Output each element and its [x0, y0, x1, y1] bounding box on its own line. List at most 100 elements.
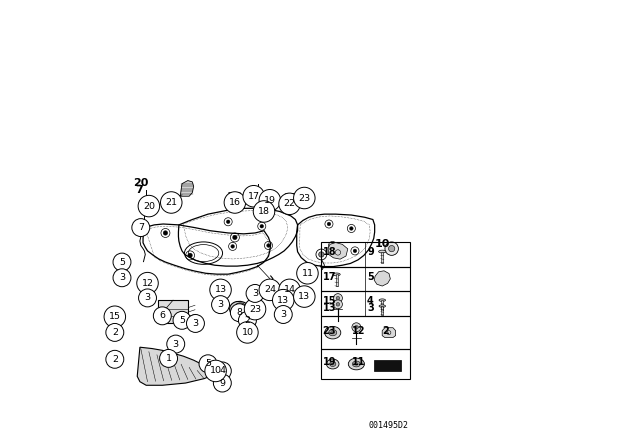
Circle shape [139, 289, 157, 307]
Ellipse shape [355, 363, 358, 365]
Circle shape [273, 289, 294, 311]
Text: 5: 5 [179, 316, 185, 325]
Circle shape [385, 242, 398, 255]
Circle shape [163, 231, 168, 235]
Circle shape [213, 374, 231, 392]
Text: 15: 15 [323, 296, 336, 306]
Circle shape [333, 294, 342, 303]
Circle shape [230, 304, 248, 322]
Text: 9: 9 [367, 247, 374, 258]
Polygon shape [251, 188, 262, 198]
Text: 3: 3 [173, 340, 179, 349]
Ellipse shape [326, 359, 339, 369]
Text: 19: 19 [264, 196, 276, 205]
Circle shape [113, 269, 131, 287]
Text: 16: 16 [227, 192, 243, 202]
Text: 3: 3 [252, 289, 258, 298]
Circle shape [388, 246, 395, 252]
Ellipse shape [230, 302, 251, 319]
Bar [335, 274, 337, 287]
Text: 3: 3 [193, 319, 198, 328]
Ellipse shape [348, 358, 364, 370]
Text: 20: 20 [133, 178, 148, 188]
Circle shape [259, 279, 280, 301]
Text: 22: 22 [284, 199, 296, 208]
Text: 8: 8 [236, 308, 243, 317]
Bar [381, 306, 383, 315]
Circle shape [233, 235, 237, 240]
Bar [381, 252, 383, 263]
Text: 20: 20 [143, 202, 155, 211]
Text: 16: 16 [229, 198, 241, 207]
Polygon shape [382, 328, 396, 338]
Text: 15: 15 [109, 312, 121, 321]
Circle shape [173, 311, 191, 329]
Text: 18: 18 [323, 247, 336, 258]
Text: 11: 11 [352, 357, 365, 367]
Circle shape [259, 190, 280, 211]
Circle shape [327, 222, 331, 226]
Text: 3: 3 [218, 300, 223, 309]
Circle shape [244, 298, 266, 320]
Text: 17: 17 [323, 271, 336, 282]
Circle shape [294, 187, 315, 209]
Bar [381, 300, 383, 310]
Circle shape [167, 335, 185, 353]
Ellipse shape [353, 361, 360, 367]
Circle shape [212, 296, 230, 314]
Ellipse shape [379, 250, 386, 253]
Circle shape [161, 192, 182, 213]
Polygon shape [301, 190, 313, 202]
Text: 3: 3 [367, 303, 374, 313]
Circle shape [199, 355, 217, 373]
Circle shape [188, 253, 193, 258]
Text: 9: 9 [220, 379, 225, 388]
Text: 13: 13 [298, 292, 310, 301]
Bar [321, 267, 410, 291]
Circle shape [205, 360, 227, 382]
Ellipse shape [333, 273, 340, 276]
Text: 5: 5 [205, 359, 211, 368]
Bar [321, 242, 410, 267]
Circle shape [210, 279, 231, 301]
Circle shape [279, 193, 300, 215]
Circle shape [132, 219, 150, 237]
Bar [374, 360, 401, 371]
Bar [321, 291, 410, 316]
Circle shape [260, 224, 264, 228]
Text: 24: 24 [264, 285, 276, 294]
Circle shape [353, 249, 356, 253]
Text: 10: 10 [210, 366, 221, 375]
Circle shape [213, 362, 231, 380]
Bar [158, 300, 188, 323]
Text: 3: 3 [119, 273, 125, 282]
Text: 23: 23 [323, 326, 336, 336]
Circle shape [138, 195, 159, 217]
Circle shape [159, 349, 177, 367]
Circle shape [349, 227, 353, 230]
Text: 10: 10 [375, 239, 390, 249]
Circle shape [227, 220, 230, 224]
Circle shape [352, 323, 361, 332]
Bar [321, 349, 410, 379]
Circle shape [297, 263, 318, 284]
Circle shape [246, 284, 264, 302]
Ellipse shape [236, 303, 244, 308]
Ellipse shape [329, 330, 337, 336]
Text: 3: 3 [280, 310, 286, 319]
Text: 3: 3 [145, 293, 150, 302]
Text: 12: 12 [352, 326, 365, 336]
Text: 2: 2 [244, 316, 250, 325]
Text: 19: 19 [323, 357, 336, 367]
Ellipse shape [332, 363, 334, 365]
Bar [321, 316, 410, 349]
Text: 10: 10 [241, 328, 253, 337]
Text: 23: 23 [298, 194, 310, 202]
Circle shape [231, 245, 234, 248]
Circle shape [113, 253, 131, 271]
Circle shape [186, 314, 204, 332]
Text: 18: 18 [258, 207, 270, 216]
Text: 13: 13 [323, 303, 336, 313]
Text: 4: 4 [367, 296, 374, 306]
Ellipse shape [324, 326, 340, 339]
